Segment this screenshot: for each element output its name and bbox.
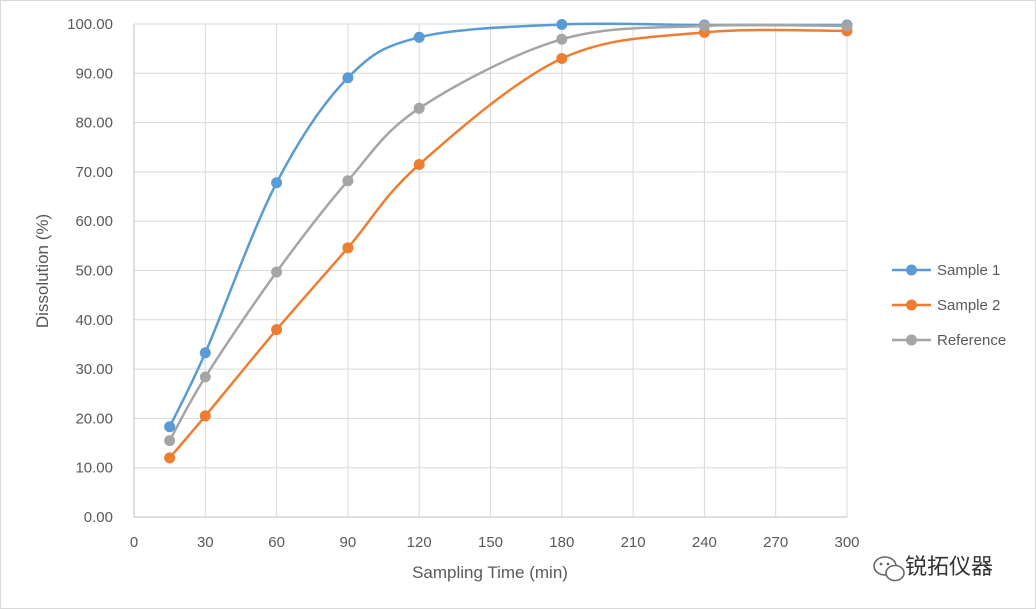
x-tick-label: 300 bbox=[834, 534, 859, 551]
x-tick-label: 30 bbox=[197, 534, 214, 551]
y-tick-label: 100.00 bbox=[67, 16, 113, 33]
watermark-text: 锐拓仪器 bbox=[905, 555, 993, 580]
x-tick-label: 90 bbox=[340, 534, 357, 551]
data-point-sample-2 bbox=[164, 452, 176, 464]
y-axis-title: Dissolution (%) bbox=[33, 214, 52, 328]
legend-swatch-marker bbox=[906, 334, 917, 346]
x-tick-label: 0 bbox=[130, 534, 138, 551]
legend-item-reference: Reference bbox=[892, 332, 1006, 349]
x-tick-label: 60 bbox=[268, 534, 285, 551]
y-axis-ticks: 0.00 10.00 20.00 30.00 40.00 50.00 60.00 70.00 8… bbox=[67, 16, 113, 526]
legend-swatch-marker bbox=[906, 264, 917, 276]
data-point-sample-2 bbox=[556, 53, 568, 65]
y-tick-label: 50.00 bbox=[75, 263, 113, 280]
data-point-reference bbox=[556, 33, 568, 45]
data-point-sample-1 bbox=[556, 18, 568, 30]
y-tick-label: 20.00 bbox=[75, 410, 113, 427]
series-reference bbox=[164, 20, 853, 447]
wechat-icon bbox=[873, 556, 905, 582]
legend-swatch-marker bbox=[906, 299, 917, 311]
data-point-sample-2 bbox=[342, 242, 354, 254]
series-line-reference bbox=[168, 23, 849, 442]
data-point-reference bbox=[841, 20, 853, 32]
y-tick-label: 40.00 bbox=[75, 312, 113, 329]
data-point-reference bbox=[164, 435, 176, 447]
data-point-reference bbox=[199, 371, 211, 383]
data-point-sample-1 bbox=[342, 72, 354, 84]
x-axis-title: Sampling Time (min) bbox=[412, 563, 568, 582]
legend-label: Sample 2 bbox=[937, 297, 1000, 314]
y-tick-label: 90.00 bbox=[75, 65, 113, 82]
y-tick-label: 70.00 bbox=[75, 164, 113, 181]
data-point-reference bbox=[698, 20, 710, 32]
data-point-reference bbox=[342, 175, 354, 187]
legend: Sample 1 Sample 2 Reference bbox=[892, 262, 1006, 349]
x-axis-ticks: 0 30 60 90 120 150 180 210 240 270 300 bbox=[130, 534, 860, 551]
data-point-sample-1 bbox=[164, 421, 176, 433]
legend-label: Sample 1 bbox=[937, 262, 1000, 279]
y-tick-label: 60.00 bbox=[75, 213, 113, 230]
x-tick-label: 210 bbox=[621, 534, 646, 551]
series-lines bbox=[164, 18, 853, 464]
y-tick-label: 80.00 bbox=[75, 115, 113, 132]
data-point-sample-2 bbox=[271, 324, 283, 336]
gridlines bbox=[133, 23, 848, 518]
y-tick-label: 30.00 bbox=[75, 361, 113, 378]
series-line-sample-2 bbox=[168, 28, 849, 460]
x-tick-label: 180 bbox=[549, 534, 574, 551]
x-tick-label: 240 bbox=[692, 534, 717, 551]
x-tick-label: 150 bbox=[478, 534, 503, 551]
data-point-sample-1 bbox=[199, 347, 211, 359]
series-sample-1 bbox=[164, 18, 853, 433]
watermark: 锐拓仪器 bbox=[873, 555, 993, 582]
series-line-sample-1 bbox=[168, 22, 849, 429]
legend-label: Reference bbox=[937, 332, 1006, 349]
data-point-sample-1 bbox=[271, 177, 283, 189]
data-point-sample-2 bbox=[413, 159, 425, 171]
legend-item-sample-1: Sample 1 bbox=[892, 262, 1000, 279]
data-point-sample-1 bbox=[413, 31, 425, 43]
series-sample-2 bbox=[164, 25, 853, 464]
data-point-sample-2 bbox=[199, 410, 211, 422]
x-tick-label: 270 bbox=[763, 534, 788, 551]
data-point-reference bbox=[271, 266, 283, 278]
legend-item-sample-2: Sample 2 bbox=[892, 297, 1000, 314]
data-point-reference bbox=[413, 102, 425, 114]
y-tick-label: 10.00 bbox=[75, 460, 113, 477]
x-tick-label: 120 bbox=[407, 534, 432, 551]
y-tick-label: 0.00 bbox=[84, 509, 113, 526]
